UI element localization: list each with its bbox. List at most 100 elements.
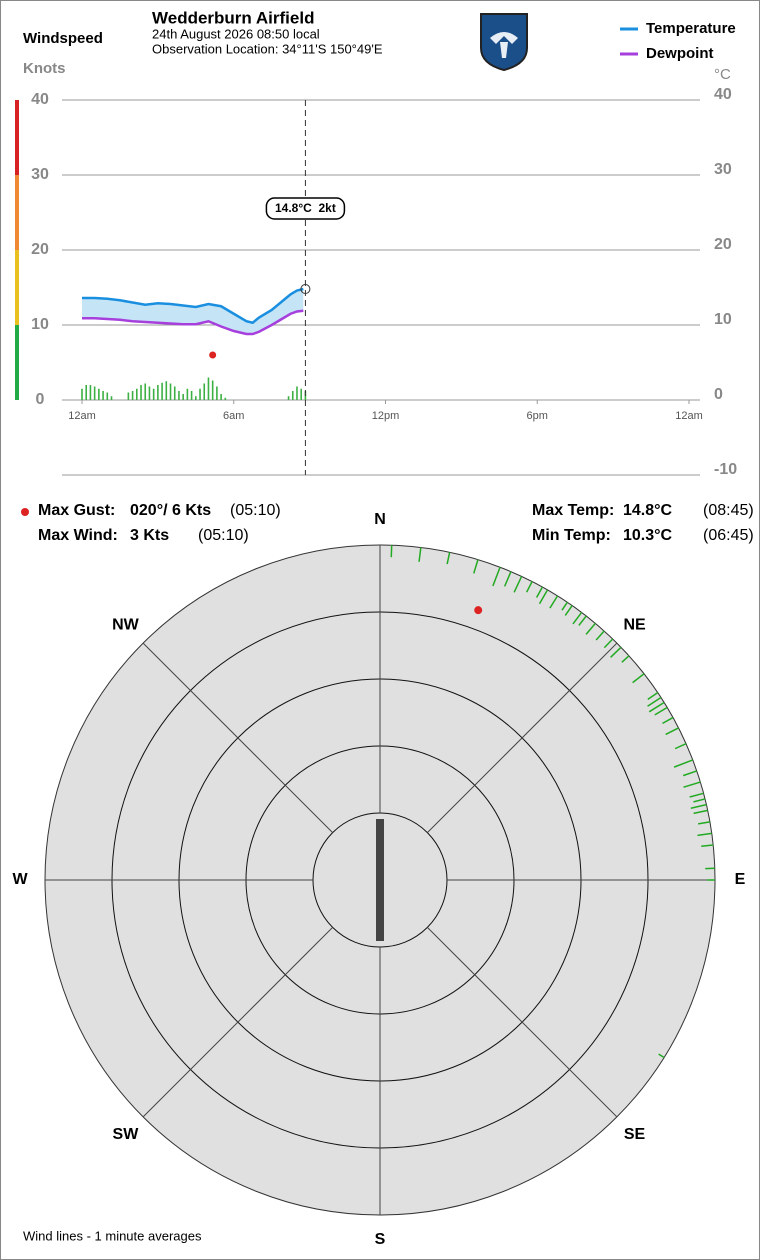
stat-value: 14.8°C [623, 502, 673, 519]
wind-bar [190, 391, 193, 400]
y2-tick-label: 30 [714, 161, 732, 178]
wind-line [662, 716, 674, 725]
series-line [82, 287, 304, 325]
speed-band [15, 250, 19, 325]
wind-bar [203, 383, 206, 400]
wind-bar [148, 386, 151, 400]
wind-bar [127, 392, 130, 400]
wind-bar [135, 388, 138, 400]
wind-bar [131, 391, 134, 400]
cursor-point [300, 284, 311, 294]
wind-line [446, 552, 451, 565]
wind-bar [291, 391, 294, 400]
wind-bar [110, 396, 113, 400]
x-tick-label: 12pm [372, 410, 400, 422]
stat-label: Min Temp: [532, 527, 611, 544]
wind-line [549, 595, 559, 609]
wind-line [418, 547, 422, 562]
wind-bar [81, 388, 83, 400]
spoke [142, 927, 333, 1118]
stat-label: Max Wind: [38, 527, 118, 544]
y-tick-label: 40 [31, 91, 49, 108]
x-tick-label: 6am [223, 410, 244, 422]
x-tick-label: 12am [68, 410, 96, 422]
wind-line [654, 706, 668, 716]
y2-tick-label: 10 [714, 311, 732, 328]
direction-label: NE [623, 617, 646, 634]
time-chart: Windspeed Knots °C -10 0 10 20 30 40 0 10 20 30 40 12a… [15, 20, 737, 478]
wind-line [683, 781, 701, 788]
wind-line [503, 571, 512, 587]
wind-bar [169, 383, 172, 400]
gust-key-dot [21, 508, 29, 516]
wind-line [585, 622, 596, 635]
wind-rose: N NE E SE S SW W NW Wind lines - 1 minute averag… [12, 511, 745, 1248]
y2-tick-label: 0 [714, 386, 723, 403]
stat-time: (05:10) [198, 527, 249, 544]
direction-label: SW [113, 1126, 140, 1143]
location-line: Observation Location: 34°11'S 150°49'E [152, 41, 383, 56]
wind-line [693, 798, 706, 803]
wind-line [492, 566, 501, 587]
wind-line [658, 1053, 665, 1059]
y-tick-label: 20 [31, 241, 49, 258]
stats: Max Gust: 020°/ 6 Kts (05:10) Max Wind: 3 Kt… [38, 502, 754, 544]
y-axis-label: Knots [23, 60, 66, 77]
wind-bar [144, 383, 147, 400]
spoke [427, 927, 618, 1118]
wind-bar [93, 386, 96, 400]
wind-bar [85, 385, 88, 400]
wind-line [538, 589, 549, 605]
wind-line [578, 615, 587, 626]
x-tick-label: 6pm [527, 410, 548, 422]
wind-bar [140, 385, 142, 400]
wind-line [673, 759, 694, 768]
wind-bar [195, 396, 197, 400]
station-title: Wedderburn Airfield [152, 8, 314, 27]
stat-time: (05:10) [230, 502, 281, 519]
wind-bar [152, 388, 155, 400]
wind-line [690, 803, 707, 809]
stat-value: 3 Kts [130, 527, 169, 544]
speed-band [15, 175, 19, 250]
stat-time: (06:45) [703, 527, 754, 544]
direction-label: N [374, 511, 386, 528]
wind-bar [173, 386, 176, 400]
wind-line [697, 821, 711, 825]
wind-bar [165, 381, 168, 400]
wind-line [621, 655, 630, 663]
wind-line [647, 692, 659, 701]
y-tick-label: 10 [31, 316, 49, 333]
wind-bar [207, 377, 210, 400]
x-tick-label: 12am [675, 410, 703, 422]
gust-marker [474, 606, 483, 615]
gust-point [209, 351, 217, 359]
wind-bar [182, 394, 184, 400]
direction-label: W [12, 871, 28, 888]
wind-bar [89, 385, 92, 400]
wind-line [572, 612, 583, 625]
wind-bar [211, 380, 214, 400]
wind-line [632, 673, 645, 684]
logo-bird [490, 32, 518, 58]
wind-bar [186, 388, 189, 400]
series-line [82, 309, 304, 336]
y2-tick-label: 20 [714, 236, 732, 253]
legend-label: Dewpoint [646, 45, 714, 62]
legend-label: Temperature [646, 20, 736, 37]
wind-line [603, 638, 614, 649]
wind-bar [216, 386, 218, 400]
y-tick-label: 30 [31, 166, 49, 183]
wind-line [535, 586, 544, 598]
stat-time: (08:45) [703, 502, 754, 519]
wind-bar [106, 392, 109, 400]
wind-bar [300, 388, 302, 400]
chart-title: Windspeed [23, 30, 103, 47]
footnote: Wind lines - 1 minute averages [23, 1228, 202, 1243]
y2-tick-label: -10 [714, 461, 737, 478]
wind-bar [102, 391, 104, 400]
wind-line [647, 696, 662, 707]
stat-value: 020°/ 6 Kts [130, 502, 211, 519]
wind-line [697, 832, 712, 837]
